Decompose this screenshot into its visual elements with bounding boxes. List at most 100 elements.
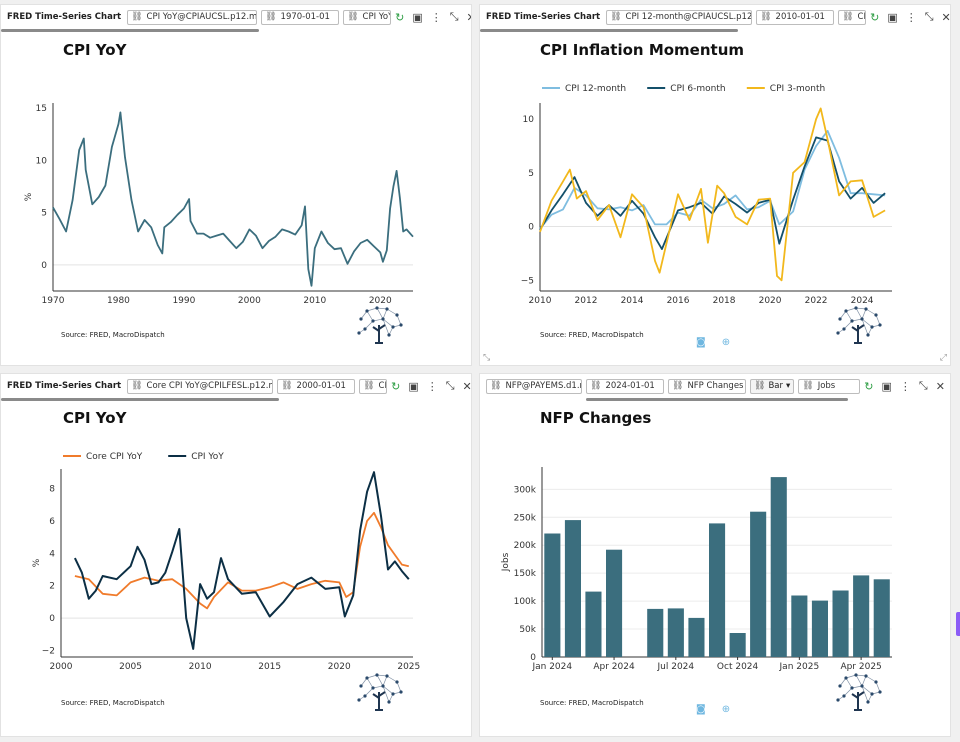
start-date-input[interactable]: ⛓ 1970-01-01 xyxy=(261,9,340,25)
bar[interactable] xyxy=(811,600,828,657)
label-input[interactable]: ⛓ CPI YoY xyxy=(343,9,392,25)
x-tick-label: 1980 xyxy=(107,296,130,306)
y-tick-label: 10 xyxy=(36,156,48,166)
resize-handle-icon[interactable]: ⤢ xyxy=(939,353,947,363)
y-tick-label: 5 xyxy=(528,169,534,179)
chart-title: NFP Changes xyxy=(540,409,652,427)
toolbar-scrollbar[interactable] xyxy=(1,398,279,401)
bar[interactable] xyxy=(544,533,561,658)
refresh-icon[interactable]: ↻ xyxy=(395,10,405,24)
link-icon: ⛓ xyxy=(131,381,143,391)
chat-icon[interactable]: ▣ xyxy=(881,379,892,393)
bar[interactable] xyxy=(606,549,623,657)
toolbar-scrollbar[interactable] xyxy=(1,29,259,32)
bar[interactable] xyxy=(873,579,890,657)
chart-panel-2: FRED Time-Series Chart ⛓ CPI 12-month@CPI… xyxy=(479,4,951,366)
line-chart: 1970 1980 1990 2000 2010 2020 0 5 10 15% xyxy=(24,103,414,306)
legend-label[interactable]: CPI 6-month xyxy=(670,84,725,94)
x-tick-label: Apr 2025 xyxy=(840,662,881,672)
bar[interactable] xyxy=(647,608,664,657)
legend-label[interactable]: CPI 3-month xyxy=(770,84,825,94)
bar[interactable] xyxy=(832,590,849,658)
start-date-input[interactable]: ⛓ 2024-01-01 xyxy=(586,378,664,394)
source-note: Source: FRED, MacroDispatch xyxy=(61,331,165,339)
chat-icon[interactable]: ▣ xyxy=(887,10,898,24)
refresh-icon[interactable]: ↻ xyxy=(864,379,874,393)
bar[interactable] xyxy=(791,595,808,658)
series-input[interactable]: ⛓CPI 12-month@CPIAUCSL.p12.m1 xyxy=(606,9,753,25)
side-drawer-tab[interactable] xyxy=(956,612,960,636)
y-tick-label: 2 xyxy=(49,582,55,592)
refresh-icon[interactable]: ↻ xyxy=(870,10,880,24)
x-tick-label: 1970 xyxy=(42,296,65,306)
bar-chart: 0 50k 100k 150k 200k 250k 300k Jan 2024 Apr 2024… xyxy=(501,467,892,672)
close-icon[interactable]: ✕ xyxy=(467,11,471,24)
bar[interactable] xyxy=(750,511,767,657)
bar[interactable] xyxy=(709,523,726,657)
bar[interactable] xyxy=(853,575,870,657)
bar[interactable] xyxy=(564,520,581,657)
toolbar-scrollbar[interactable] xyxy=(480,29,738,32)
camera-icon[interactable]: ◙ xyxy=(696,704,706,715)
y-tick-label: −5 xyxy=(521,276,534,286)
start-date-input[interactable]: ⛓ 2010-01-01 xyxy=(756,9,835,25)
link-icon: ⛓ xyxy=(131,12,143,22)
series-line[interactable] xyxy=(539,136,886,251)
close-icon[interactable]: ✕ xyxy=(462,379,472,393)
link-icon: ⛓ xyxy=(672,381,684,391)
bar[interactable] xyxy=(688,617,705,657)
series-line[interactable] xyxy=(73,471,410,650)
ylabel-input[interactable]: ⛓ Jobs xyxy=(798,378,861,394)
legend-label[interactable]: CPI YoY xyxy=(191,452,224,462)
collapse-icon[interactable]: ⤡ xyxy=(445,379,455,392)
chart-type-select[interactable]: ⛓ Bar ▾ xyxy=(750,378,795,394)
collapse-icon[interactable]: ⤡ xyxy=(918,379,928,392)
y-tick-label: 8 xyxy=(49,484,55,494)
close-icon[interactable]: ✕ xyxy=(941,10,951,24)
more-icon[interactable]: ⋮ xyxy=(899,379,911,393)
x-tick-label: 2025 xyxy=(397,662,420,672)
x-tick-label: 2012 xyxy=(575,296,598,306)
x-tick-label: 2020 xyxy=(759,296,782,306)
series-line[interactable] xyxy=(74,511,410,610)
series-line[interactable] xyxy=(539,130,886,230)
more-icon[interactable]: ⋮ xyxy=(426,379,438,393)
link-icon: ⛓ xyxy=(590,381,602,391)
label-input[interactable]: ⛓CP xyxy=(359,378,388,394)
toolbar-title: FRED Time-Series Chart xyxy=(7,12,122,22)
panel-toolbar: FRED Time-Series Chart ⛓ CPI YoY@CPIAUCSL… xyxy=(1,5,471,29)
x-tick-label: 2010 xyxy=(303,296,326,306)
close-icon[interactable]: ✕ xyxy=(935,379,945,393)
series-line[interactable] xyxy=(539,107,886,282)
chat-icon[interactable]: ▣ xyxy=(412,10,423,24)
link-icon: ⛓ xyxy=(363,381,375,391)
resize-handle-icon[interactable]: ⤡ xyxy=(483,353,491,363)
camera-icon[interactable]: ◙ xyxy=(696,337,706,348)
bar[interactable] xyxy=(667,608,684,657)
link-icon: ⛓ xyxy=(760,12,772,22)
bar[interactable] xyxy=(585,591,602,657)
series-input[interactable]: ⛓ CPI YoY@CPIAUCSL.p12.m10 xyxy=(127,9,258,25)
bar[interactable] xyxy=(729,633,746,657)
chat-icon[interactable]: ▣ xyxy=(408,379,419,393)
more-icon[interactable]: ⋮ xyxy=(430,10,442,24)
series-input[interactable]: ⛓Core CPI YoY@CPILFESL.p12.m10 xyxy=(127,378,274,394)
zoom-icon[interactable]: ⊕ xyxy=(721,704,731,715)
collapse-icon[interactable]: ⤡ xyxy=(924,10,934,23)
series-input[interactable]: ⛓NFP@PAYEMS.d1.m10 xyxy=(486,378,582,394)
bar[interactable] xyxy=(770,477,787,657)
toolbar-scrollbar[interactable] xyxy=(586,398,848,401)
x-tick-label: 2005 xyxy=(119,662,142,672)
collapse-icon[interactable]: ⤡ xyxy=(449,10,459,23)
x-tick-label: 2000 xyxy=(238,296,261,306)
legend-label[interactable]: Core CPI YoY xyxy=(86,452,143,462)
zoom-icon[interactable]: ⊕ xyxy=(721,337,731,348)
start-date-input[interactable]: ⛓ 2000-01-01 xyxy=(277,378,356,394)
refresh-icon[interactable]: ↻ xyxy=(391,379,401,393)
label-input[interactable]: ⛓ NFP Changes xyxy=(668,378,746,394)
more-icon[interactable]: ⋮ xyxy=(905,10,917,24)
link-icon: ⛓ xyxy=(347,12,359,22)
legend-label[interactable]: CPI 12-month xyxy=(565,84,626,94)
series-line[interactable] xyxy=(52,111,414,287)
label-input[interactable]: ⛓CP xyxy=(838,9,867,25)
